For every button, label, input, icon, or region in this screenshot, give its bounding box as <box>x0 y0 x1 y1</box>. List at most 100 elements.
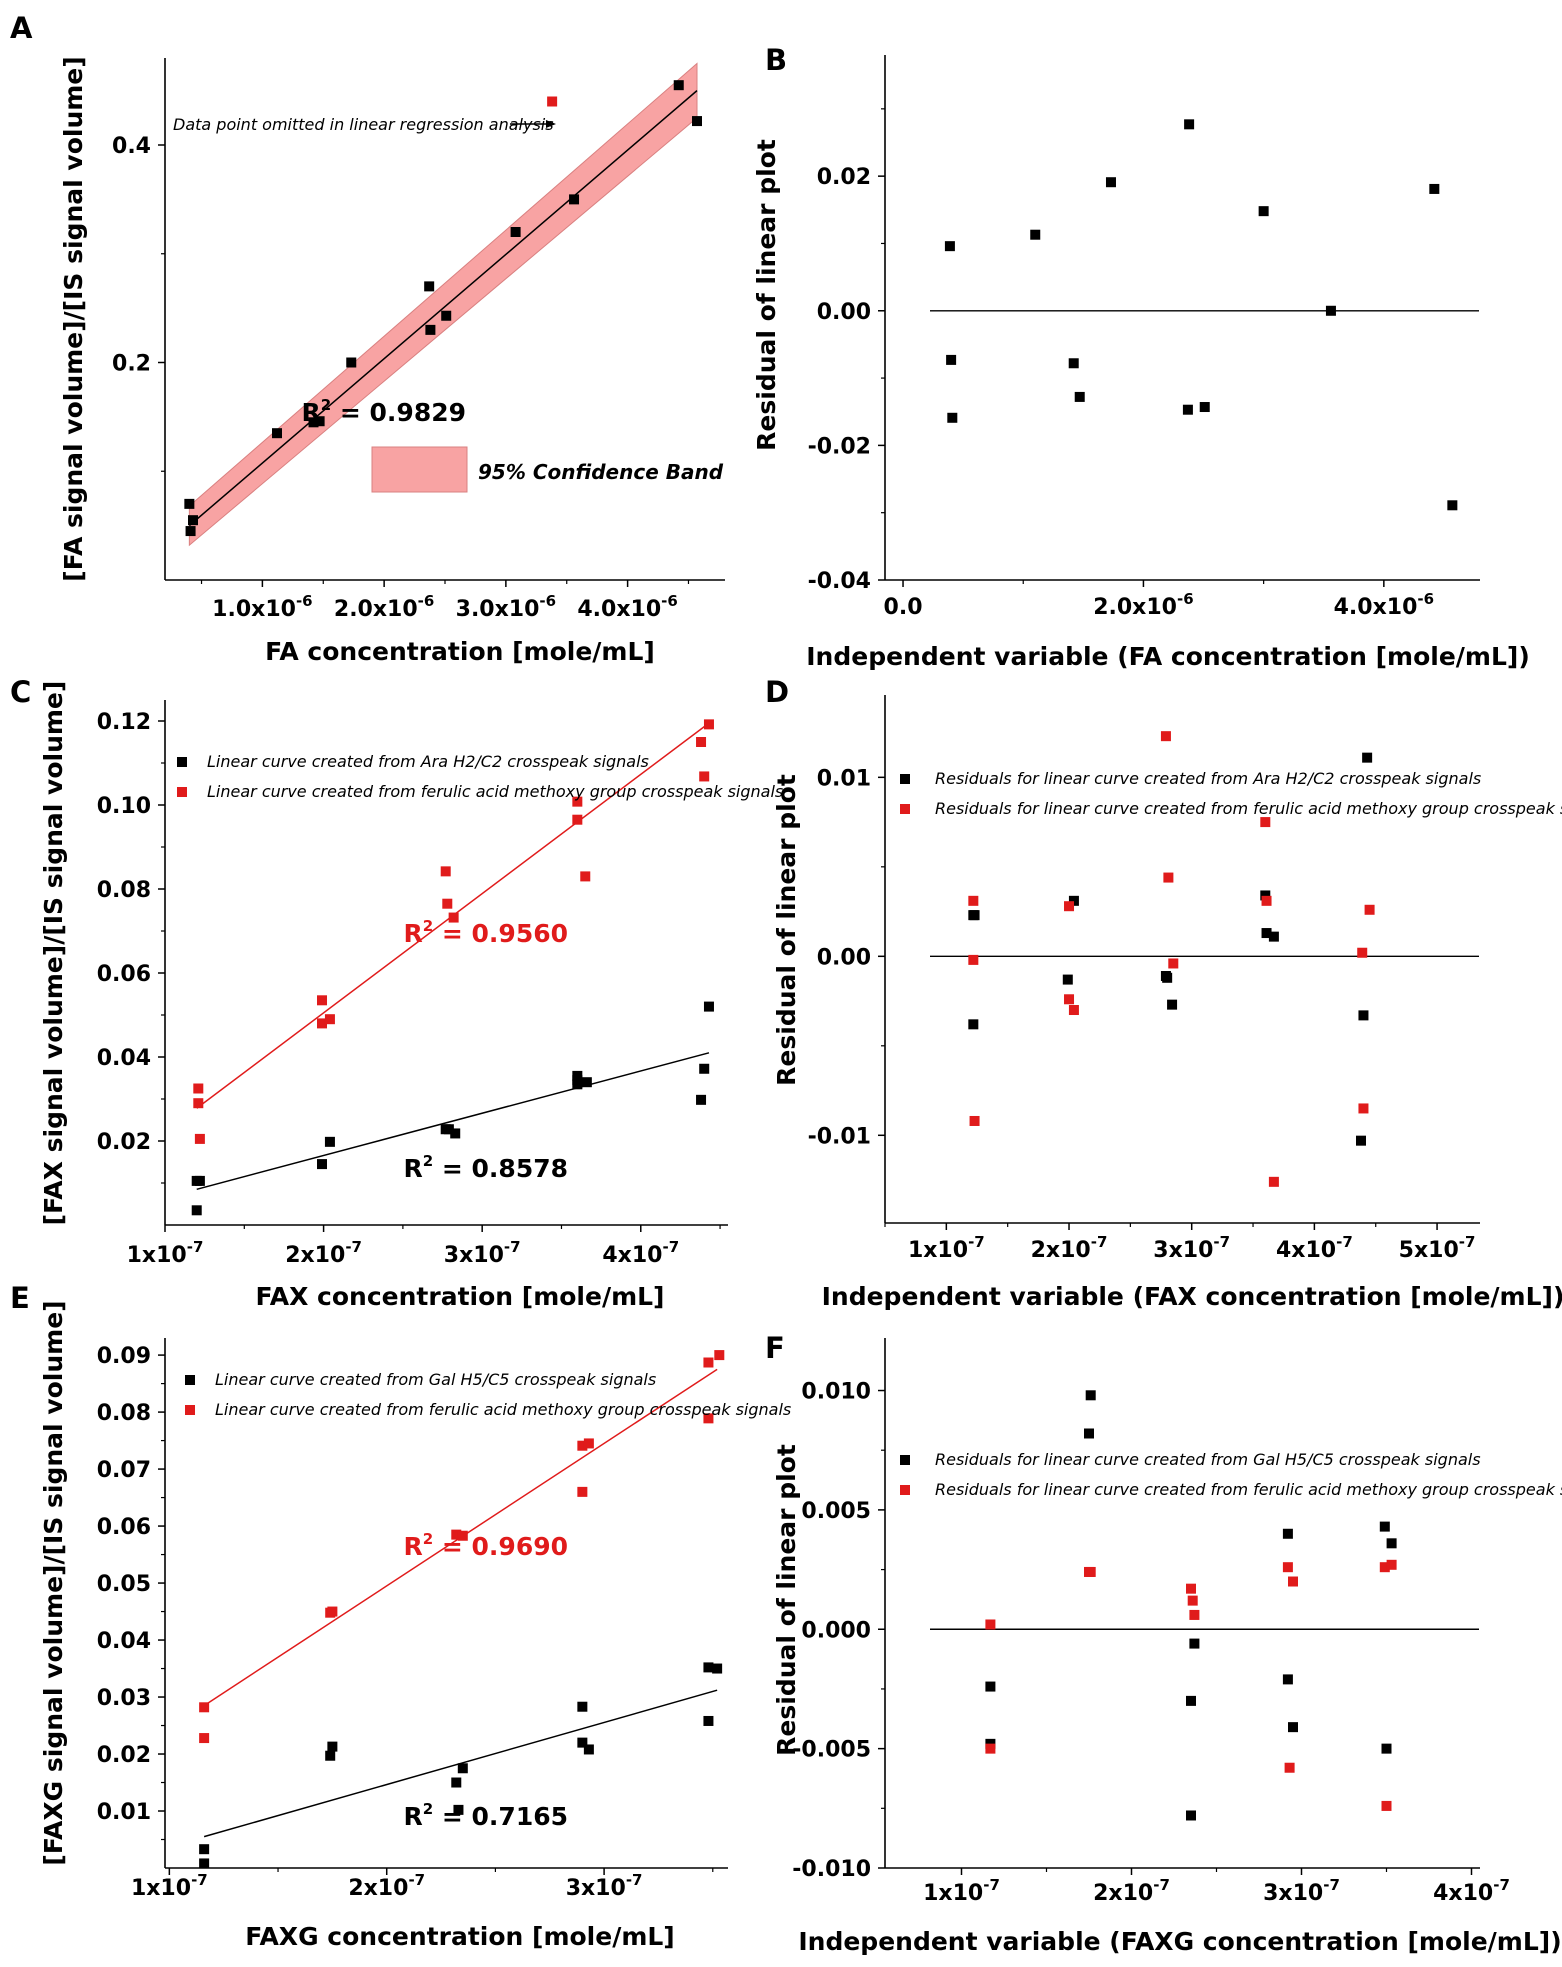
panel-d-x-tick-label: 5x10-7 <box>1399 1233 1476 1263</box>
panel-e-point-black <box>577 1737 588 1748</box>
panel-f-point-black <box>1186 1810 1196 1821</box>
panel-d-y-axis-label: Residual of linear plot <box>772 774 801 1086</box>
panel-f-point-black <box>1186 1695 1196 1706</box>
panel-a-x-axis-label: FA concentration [mole/mL] <box>265 637 655 666</box>
panel-f-y-tick-label: 0.005 <box>801 1499 871 1524</box>
panel-c-y-tick-label: 0.02 <box>97 1130 151 1155</box>
panel-e-x-tick-label: 2x10-7 <box>348 1871 425 1901</box>
axes-layer <box>158 55 1480 1875</box>
panel-f-letter: F <box>765 1331 785 1365</box>
panel-f-point-red <box>985 1619 996 1630</box>
panel-a-omitted-point-annotation: Data point omitted in linear regression … <box>173 115 554 134</box>
panel-b-point-black <box>1030 229 1041 240</box>
panel-a-x-tick-label: 4.0x10-6 <box>577 592 677 622</box>
panel-a-y-tick-label: 0.2 <box>112 352 151 377</box>
panel-d-point-red <box>1064 901 1075 912</box>
panel-e-y-tick-label: 0.02 <box>97 1743 151 1768</box>
panel-f-point-red <box>1284 1762 1295 1773</box>
panel-a-point-black <box>308 417 319 428</box>
panel-c-point-black <box>572 1079 583 1090</box>
panel-f-point-black <box>1379 1521 1390 1532</box>
panel-b-point-black <box>1429 183 1440 194</box>
panel-c-x-tick-label: 3x10-7 <box>444 1238 521 1268</box>
panel-c-point-red <box>442 898 453 909</box>
panel-d-point-black <box>1362 752 1373 763</box>
panel-b-point-black <box>947 412 958 423</box>
panel-d-point-black <box>1062 974 1073 985</box>
panel-f-y-tick-label: -0.010 <box>792 1857 871 1882</box>
panel-f-point-red <box>1187 1595 1198 1606</box>
panel-c-y-tick-label: 0.10 <box>97 794 151 819</box>
panel-f-point-red <box>1288 1576 1298 1587</box>
panel-d-x-tick-label: 2x10-7 <box>1031 1233 1108 1263</box>
panel-d-point-red <box>1068 1005 1079 1016</box>
panel-c-r-squared: R2 = 0.8578 <box>403 1152 568 1183</box>
panel-f-point-black <box>1282 1528 1293 1539</box>
panel-d-point-black <box>968 1019 979 1030</box>
panel-d-point-black <box>1260 890 1271 901</box>
panel-f-point-red <box>1189 1609 1200 1620</box>
panel-a-point-black <box>184 498 195 509</box>
panel-d-point-red <box>969 1115 980 1126</box>
panel-e-r-squared: R2 = 0.9690 <box>403 1530 568 1561</box>
panel-d-y-tick-label: 0.01 <box>817 766 871 791</box>
panel-b-point-black <box>1325 305 1336 316</box>
panel-a-point-black <box>441 310 452 321</box>
panel-c-point-red <box>572 814 583 825</box>
panel-e-y-tick-label: 0.04 <box>97 1629 151 1654</box>
panel-b-x-tick-label: 4.0x10-6 <box>1334 590 1434 620</box>
panel-f-point-black <box>985 1681 996 1692</box>
panel-f-point-red <box>985 1743 996 1754</box>
panel-b-x-tick-label: 2.0x10-6 <box>1093 590 1193 620</box>
panel-a-y-axis-label: [FA signal volume]/[IS signal volume] <box>59 56 88 581</box>
panel-f-point-red <box>1386 1559 1397 1570</box>
panel-e-point-red <box>199 1702 210 1713</box>
panel-d-point-black <box>969 910 980 921</box>
panel-a-r-squared: R2 = 0.9829 <box>301 396 466 427</box>
panel-e-legend-entry: Linear curve created from Gal H5/C5 cros… <box>215 1370 656 1389</box>
panel-d-y-tick-label: 0.00 <box>817 945 871 970</box>
panel-b-y-tick-label: 0.02 <box>817 165 871 190</box>
panel-c-point-black <box>317 1159 328 1170</box>
panel-a-point-black <box>510 227 521 237</box>
panel-f-point-red <box>1379 1562 1390 1573</box>
panel-e-point-black <box>577 1701 588 1712</box>
panel-d-x-tick-label: 1x10-7 <box>908 1233 985 1263</box>
panel-a-point-black <box>673 80 684 91</box>
panel-e-y-tick-label: 0.09 <box>97 1344 151 1369</box>
panel-e-point-red <box>199 1733 210 1744</box>
panel-e-r-squared: R2 = 0.7165 <box>403 1800 568 1831</box>
panel-d-point-red <box>1163 872 1174 883</box>
panel-a-point-black <box>314 416 325 427</box>
panel-a-point-black <box>188 515 198 526</box>
panel-c-x-axis-label: FAX concentration [mole/mL] <box>256 1282 665 1311</box>
panel-d-point-black <box>1268 931 1279 942</box>
panel-f-point-red <box>1381 1800 1392 1811</box>
panel-b-point-black <box>1184 119 1195 130</box>
panel-d-legend-swatch <box>900 774 910 784</box>
panel-f-point-red <box>1282 1562 1293 1573</box>
panel-e-point-black <box>703 1662 714 1673</box>
panel-b-point-black <box>1105 177 1116 188</box>
panel-e-point-red <box>583 1438 594 1449</box>
panel-c-r-squared: R2 = 0.9560 <box>403 917 568 948</box>
panel-f-point-red <box>1186 1583 1196 1594</box>
panel-f-legend-entry: Residuals for linear curve created from … <box>935 1450 1481 1469</box>
panel-d-point-black <box>1261 928 1272 939</box>
panel-b-x-axis-label: Independent variable (FA concentration [… <box>806 642 1530 671</box>
panel-c-point-black <box>699 1063 710 1074</box>
panel-c-point-black <box>696 1094 707 1105</box>
panel-e-y-tick-label: 0.08 <box>97 1401 151 1426</box>
panel-e-legend-entry: Linear curve created from ferulic acid m… <box>215 1400 791 1419</box>
confidence-band-legend-swatch <box>371 446 468 493</box>
panel-c-point-red <box>194 1133 205 1144</box>
panel-c-legend-swatch <box>177 757 187 767</box>
panel-c-point-red <box>317 995 328 1006</box>
panel-c-x-tick-label: 1x10-7 <box>127 1238 204 1268</box>
panel-c-y-tick-label: 0.12 <box>97 710 151 735</box>
panel-a-x-tick-label: 2.0x10-6 <box>334 592 434 622</box>
panel-f-point-black <box>1386 1538 1397 1549</box>
panel-c-point-black <box>324 1136 335 1147</box>
panel-c-fit-line-black <box>196 1052 710 1191</box>
panel-e-point-black <box>457 1763 468 1774</box>
